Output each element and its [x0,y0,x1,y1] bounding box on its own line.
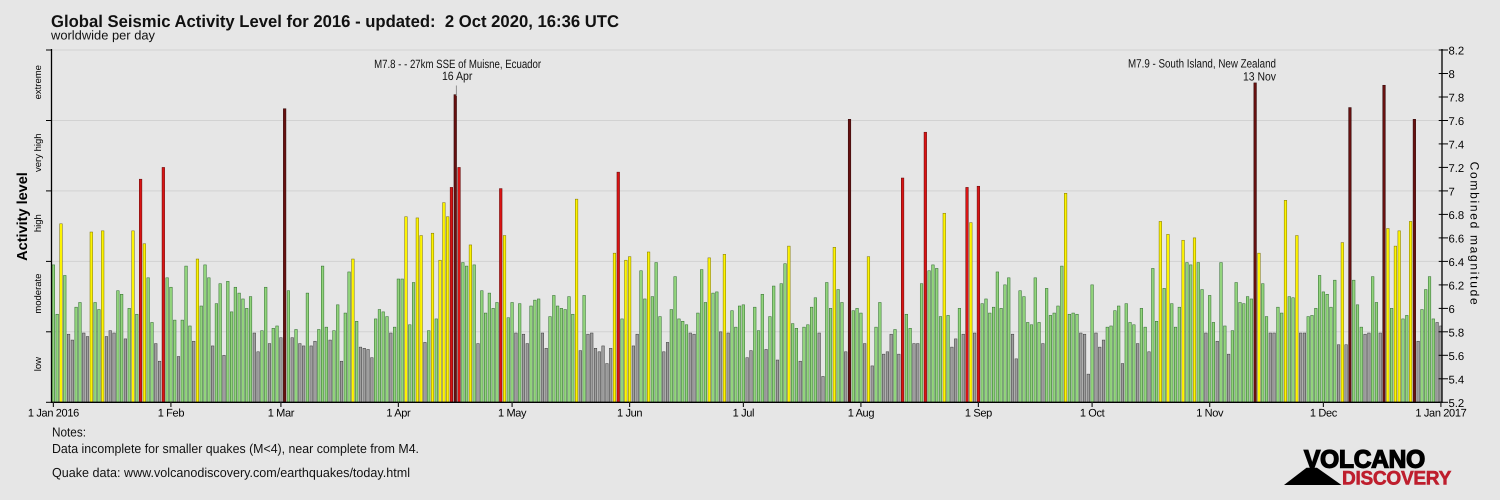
svg-text:6.4: 6.4 [1449,257,1465,269]
svg-text:VOLCANO: VOLCANO [1304,446,1425,474]
svg-text:7.4: 7.4 [1449,139,1465,151]
svg-text:7.8: 7.8 [1449,92,1465,104]
svg-text:1 Feb: 1 Feb [158,407,185,419]
svg-text:very high: very high [33,133,44,172]
svg-text:Activity level: Activity level [15,172,31,261]
svg-text:6.2: 6.2 [1449,280,1465,292]
svg-text:1 Jan 2017: 1 Jan 2017 [1415,407,1466,419]
svg-text:DISCOVERY: DISCOVERY [1342,468,1451,490]
svg-text:1 Dec: 1 Dec [1310,407,1338,419]
svg-text:1 May: 1 May [498,407,527,419]
svg-text:1 Jan 2016: 1 Jan 2016 [28,407,79,419]
svg-text:1 Nov: 1 Nov [1196,407,1224,419]
svg-text:6.8: 6.8 [1449,210,1465,222]
svg-text:7: 7 [1449,186,1455,198]
svg-text:1 Mar: 1 Mar [268,407,295,419]
svg-text:5.4: 5.4 [1449,374,1465,386]
svg-text:moderate: moderate [33,274,44,314]
svg-text:Notes:: Notes: [52,425,86,440]
svg-text:1 Jun: 1 Jun [617,407,642,419]
svg-text:M7.8 - - 27km SSE of Muisne, E: M7.8 - - 27km SSE of Muisne, Ecuador [374,57,541,71]
svg-text:7.2: 7.2 [1449,163,1465,175]
svg-text:8: 8 [1449,69,1455,81]
svg-text:5.8: 5.8 [1449,327,1465,339]
svg-text:1 Sep: 1 Sep [965,407,992,419]
svg-text:5.6: 5.6 [1449,351,1465,363]
svg-text:Global Seismic Activity Level: Global Seismic Activity Level for 2016 -… [51,12,619,31]
svg-text:M7.9 - South Island, New Zeala: M7.9 - South Island, New Zealand [1128,56,1276,70]
svg-text:Quake data: www.volcanodiscove: Quake data: www.volcanodiscovery.com/ear… [52,465,410,480]
svg-text:7.6: 7.6 [1449,116,1465,128]
svg-text:1 Jul: 1 Jul [733,407,755,419]
svg-text:worldwide per day: worldwide per day [50,28,156,43]
svg-text:Combined magnitude: Combined magnitude [1468,162,1482,307]
svg-text:high: high [33,214,44,232]
svg-text:1 Aug: 1 Aug [848,407,875,419]
svg-text:Data incomplete for smaller qu: Data incomplete for smaller quakes (M<4)… [52,441,419,456]
svg-text:1 Apr: 1 Apr [386,407,411,419]
svg-text:low: low [33,357,44,371]
svg-text:6: 6 [1449,304,1455,316]
svg-text:13 Nov: 13 Nov [1243,70,1276,84]
svg-text:5.2: 5.2 [1449,398,1465,410]
svg-text:1 Oct: 1 Oct [1080,407,1105,419]
svg-text:16 Apr: 16 Apr [442,69,473,83]
svg-text:8.2: 8.2 [1449,45,1465,57]
svg-text:6.6: 6.6 [1449,233,1465,245]
svg-text:extreme: extreme [33,65,44,99]
